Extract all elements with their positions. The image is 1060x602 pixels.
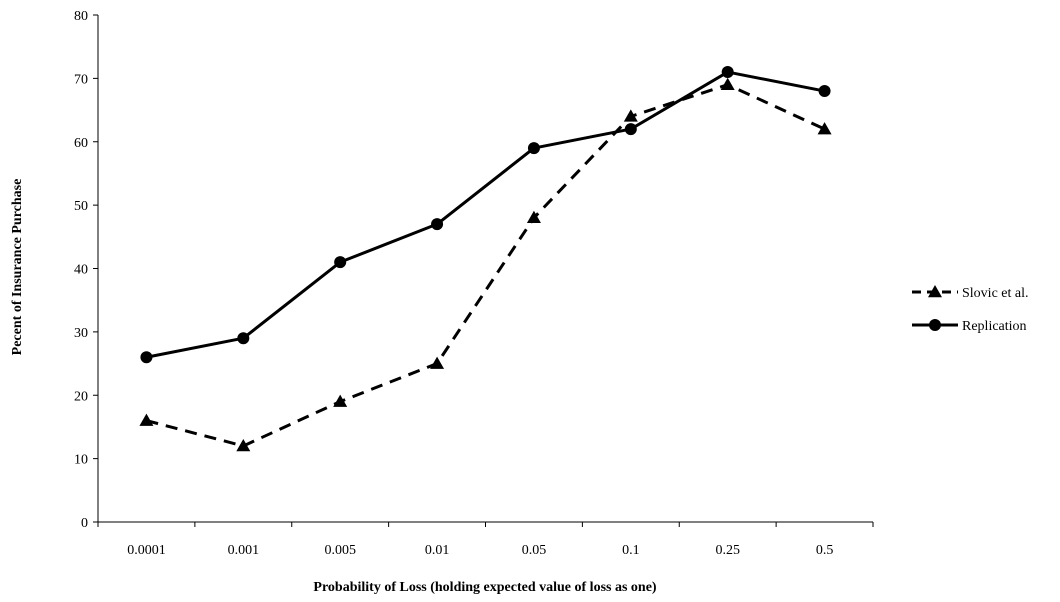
legend-label: Slovic et al. <box>962 286 1029 301</box>
x-tick-label: 0.25 <box>715 543 740 558</box>
x-tick-label: 0.05 <box>522 543 547 558</box>
x-tick-label: 0.1 <box>622 543 640 558</box>
data-point <box>140 351 153 364</box>
data-point <box>624 123 637 136</box>
series-replication <box>140 66 831 364</box>
series-line <box>146 83 826 448</box>
y-tick-label: 40 <box>74 263 88 278</box>
data-point <box>430 356 445 369</box>
data-point <box>236 438 251 452</box>
data-point <box>334 256 347 269</box>
y-tick-label: 20 <box>74 389 88 404</box>
legend-item: Replication <box>912 319 1027 334</box>
y-tick-label: 10 <box>74 453 88 468</box>
y-axis-title: Pecent of Insurance Purchase <box>10 179 25 356</box>
legend: Slovic et al. Replication <box>912 285 1029 334</box>
y-tick-label: 60 <box>74 136 88 151</box>
series-layer <box>139 66 832 452</box>
y-tick-label: 30 <box>74 326 88 341</box>
data-point <box>720 77 735 90</box>
data-point <box>818 85 831 98</box>
data-point <box>817 122 832 135</box>
legend-marker <box>928 285 942 298</box>
y-tick-label: 0 <box>81 516 88 531</box>
y-axis: 0 10 20 30 40 50 60 70 80 <box>74 9 99 531</box>
series-slovic-et-al <box>139 77 832 452</box>
data-point <box>333 394 348 407</box>
x-axis-title: Probability of Loss (holding expected va… <box>313 580 656 595</box>
data-point <box>526 210 541 224</box>
data-point <box>721 66 734 79</box>
x-axis: 0.0001 0.001 0.005 0.01 0.05 0.1 0.25 0.5 <box>97 521 874 558</box>
data-point <box>139 413 154 426</box>
data-point <box>431 218 444 231</box>
data-point <box>527 142 540 155</box>
series-line <box>146 70 825 359</box>
legend-item: Slovic et al. <box>912 285 1029 301</box>
data-point <box>237 332 250 345</box>
x-tick-label: 0.001 <box>228 543 260 558</box>
legend-label: Replication <box>962 319 1027 334</box>
x-tick-label: 0.01 <box>425 543 450 558</box>
data-point <box>623 109 638 122</box>
y-tick-label: 70 <box>74 72 88 87</box>
y-tick-label: 50 <box>74 199 88 214</box>
x-tick-label: 0.5 <box>816 543 834 558</box>
y-tick-label: 80 <box>74 9 88 24</box>
legend-marker <box>929 319 941 331</box>
x-tick-label: 0.0001 <box>127 543 166 558</box>
x-tick-label: 0.005 <box>324 543 356 558</box>
